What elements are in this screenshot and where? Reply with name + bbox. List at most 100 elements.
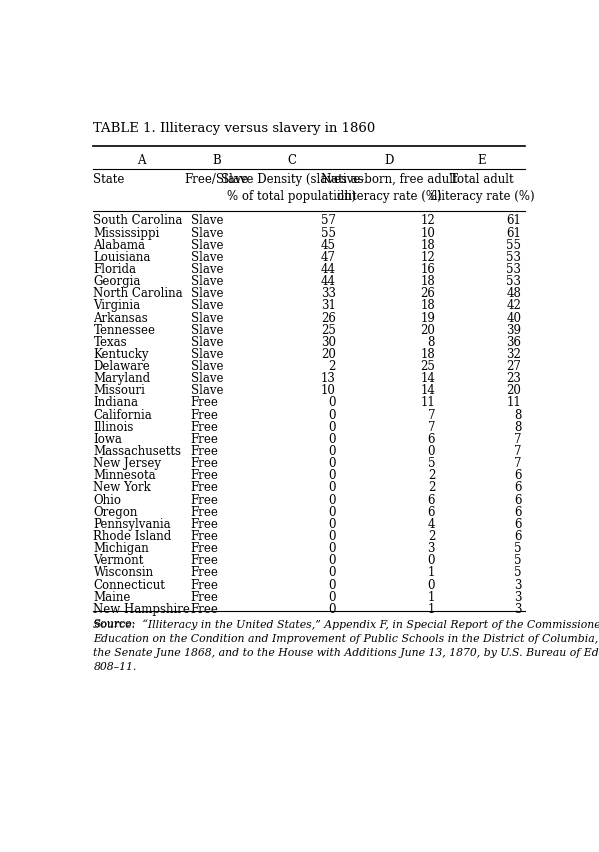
Text: 18: 18 <box>420 348 435 361</box>
Text: 42: 42 <box>507 299 522 313</box>
Text: 6: 6 <box>428 493 435 507</box>
Text: 20: 20 <box>420 324 435 337</box>
Text: Free: Free <box>190 590 219 604</box>
Text: 0: 0 <box>328 469 336 482</box>
Text: Free: Free <box>190 506 219 519</box>
Text: 53: 53 <box>507 263 522 276</box>
Text: 6: 6 <box>428 506 435 519</box>
Text: 5: 5 <box>514 542 522 556</box>
Text: Slave: Slave <box>190 239 223 251</box>
Text: 0: 0 <box>328 542 336 556</box>
Text: New Jersey: New Jersey <box>93 458 162 470</box>
Text: B: B <box>212 154 221 167</box>
Text: 13: 13 <box>321 372 336 385</box>
Text: 0: 0 <box>428 579 435 591</box>
Text: 30: 30 <box>321 336 336 348</box>
Text: Michigan: Michigan <box>93 542 149 556</box>
Text: 0: 0 <box>328 493 336 507</box>
Text: 57: 57 <box>321 215 336 227</box>
Text: 44: 44 <box>321 275 336 288</box>
Text: North Carolina: North Carolina <box>93 287 183 300</box>
Text: Slave: Slave <box>190 360 223 373</box>
Text: Free: Free <box>190 396 219 410</box>
Text: 0: 0 <box>328 590 336 604</box>
Text: 2: 2 <box>328 360 336 373</box>
Text: State: State <box>93 173 125 186</box>
Text: 20: 20 <box>321 348 336 361</box>
Text: Louisiana: Louisiana <box>93 250 151 264</box>
Text: Slave: Slave <box>190 287 223 300</box>
Text: Slave: Slave <box>190 250 223 264</box>
Text: 14: 14 <box>420 384 435 397</box>
Text: Slave Density (slaves as
% of total population): Slave Density (slaves as % of total popu… <box>220 173 364 203</box>
Text: Vermont: Vermont <box>93 555 144 567</box>
Text: 0: 0 <box>428 445 435 458</box>
Text: 7: 7 <box>428 409 435 422</box>
Text: 6: 6 <box>514 530 522 543</box>
Text: 8: 8 <box>428 336 435 348</box>
Text: Kentucky: Kentucky <box>93 348 149 361</box>
Text: 55: 55 <box>507 239 522 251</box>
Text: 0: 0 <box>328 518 336 531</box>
Text: Texas: Texas <box>93 336 127 348</box>
Text: Wisconsin: Wisconsin <box>93 567 153 579</box>
Text: Ohio: Ohio <box>93 493 122 507</box>
Text: 55: 55 <box>321 227 336 239</box>
Text: 33: 33 <box>321 287 336 300</box>
Text: 2: 2 <box>428 469 435 482</box>
Text: 0: 0 <box>328 567 336 579</box>
Text: New York: New York <box>93 481 151 494</box>
Text: Source:  “Illiteracy in the United States,” Appendix F, in Special Report of the: Source: “Illiteracy in the United States… <box>93 619 599 671</box>
Text: Free: Free <box>190 555 219 567</box>
Text: Slave: Slave <box>190 324 223 337</box>
Text: 6: 6 <box>514 506 522 519</box>
Text: Free: Free <box>190 530 219 543</box>
Text: Maryland: Maryland <box>93 372 150 385</box>
Text: 3: 3 <box>514 590 522 604</box>
Text: C: C <box>288 154 297 167</box>
Text: 39: 39 <box>507 324 522 337</box>
Text: 10: 10 <box>420 227 435 239</box>
Text: Oregon: Oregon <box>93 506 138 519</box>
Text: Delaware: Delaware <box>93 360 150 373</box>
Text: 40: 40 <box>507 312 522 325</box>
Text: 3: 3 <box>514 603 522 616</box>
Text: Total adult
illiteracy rate (%): Total adult illiteracy rate (%) <box>429 173 534 203</box>
Text: Free: Free <box>190 542 219 556</box>
Text: 18: 18 <box>420 239 435 251</box>
Text: 4: 4 <box>428 518 435 531</box>
Text: 0: 0 <box>328 555 336 567</box>
Text: 0: 0 <box>328 458 336 470</box>
Text: 0: 0 <box>328 481 336 494</box>
Text: 0: 0 <box>328 445 336 458</box>
Text: Free: Free <box>190 518 219 531</box>
Text: 2: 2 <box>428 481 435 494</box>
Text: Source:: Source: <box>93 619 135 629</box>
Text: 8: 8 <box>514 409 522 422</box>
Text: 0: 0 <box>328 421 336 434</box>
Text: Illinois: Illinois <box>93 421 134 434</box>
Text: Free: Free <box>190 421 219 434</box>
Text: Free: Free <box>190 433 219 446</box>
Text: 1: 1 <box>428 603 435 616</box>
Text: 27: 27 <box>507 360 522 373</box>
Text: Alabama: Alabama <box>93 239 146 251</box>
Text: 47: 47 <box>321 250 336 264</box>
Text: 0: 0 <box>428 555 435 567</box>
Text: California: California <box>93 409 152 422</box>
Text: 25: 25 <box>420 360 435 373</box>
Text: Pennsylvania: Pennsylvania <box>93 518 171 531</box>
Text: Rhode Island: Rhode Island <box>93 530 172 543</box>
Text: 6: 6 <box>514 493 522 507</box>
Text: 61: 61 <box>507 227 522 239</box>
Text: 3: 3 <box>514 579 522 591</box>
Text: Slave: Slave <box>190 275 223 288</box>
Text: Slave: Slave <box>190 336 223 348</box>
Text: 0: 0 <box>328 506 336 519</box>
Text: A: A <box>137 154 145 167</box>
Text: Slave: Slave <box>190 227 223 239</box>
Text: 53: 53 <box>507 250 522 264</box>
Text: Missouri: Missouri <box>93 384 146 397</box>
Text: 26: 26 <box>321 312 336 325</box>
Text: Iowa: Iowa <box>93 433 122 446</box>
